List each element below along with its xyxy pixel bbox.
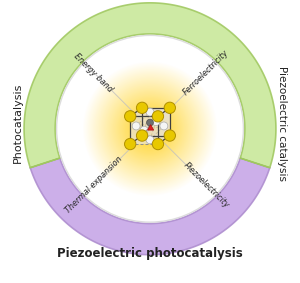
Polygon shape bbox=[158, 108, 170, 144]
Circle shape bbox=[141, 120, 159, 138]
Circle shape bbox=[57, 35, 243, 222]
Circle shape bbox=[146, 124, 154, 133]
Circle shape bbox=[136, 102, 148, 113]
Circle shape bbox=[131, 110, 169, 148]
Polygon shape bbox=[30, 158, 270, 255]
Circle shape bbox=[136, 130, 148, 141]
Circle shape bbox=[88, 67, 212, 191]
Text: Energy band: Energy band bbox=[72, 51, 115, 93]
Circle shape bbox=[114, 93, 186, 165]
Circle shape bbox=[112, 91, 188, 166]
Circle shape bbox=[136, 115, 164, 142]
Circle shape bbox=[124, 103, 176, 155]
Circle shape bbox=[146, 108, 154, 116]
Circle shape bbox=[137, 116, 163, 141]
Circle shape bbox=[119, 98, 181, 159]
Circle shape bbox=[124, 111, 136, 122]
Circle shape bbox=[149, 128, 151, 130]
Circle shape bbox=[96, 74, 204, 183]
Circle shape bbox=[92, 71, 208, 186]
Circle shape bbox=[94, 73, 206, 184]
Text: Ferroelectricity: Ferroelectricity bbox=[182, 48, 231, 97]
Circle shape bbox=[115, 94, 185, 164]
Circle shape bbox=[106, 85, 194, 173]
Circle shape bbox=[84, 63, 216, 194]
Circle shape bbox=[99, 78, 201, 180]
Polygon shape bbox=[30, 158, 60, 168]
Circle shape bbox=[103, 82, 196, 175]
Text: Thermal expansion: Thermal expansion bbox=[63, 155, 124, 215]
Circle shape bbox=[140, 119, 160, 139]
Circle shape bbox=[132, 122, 140, 130]
Circle shape bbox=[122, 100, 178, 157]
Polygon shape bbox=[240, 158, 270, 168]
Circle shape bbox=[93, 72, 207, 185]
Circle shape bbox=[133, 112, 167, 146]
Circle shape bbox=[87, 65, 213, 192]
Circle shape bbox=[101, 80, 199, 177]
Circle shape bbox=[139, 117, 161, 140]
Polygon shape bbox=[30, 158, 60, 168]
Circle shape bbox=[116, 95, 184, 163]
Circle shape bbox=[112, 90, 188, 167]
Circle shape bbox=[132, 111, 168, 147]
Circle shape bbox=[128, 106, 172, 151]
Circle shape bbox=[146, 136, 154, 144]
Circle shape bbox=[117, 96, 183, 162]
Circle shape bbox=[164, 130, 176, 141]
Circle shape bbox=[90, 69, 210, 189]
Circle shape bbox=[130, 108, 170, 149]
Circle shape bbox=[124, 138, 136, 150]
Polygon shape bbox=[130, 108, 142, 144]
Polygon shape bbox=[240, 158, 270, 168]
Circle shape bbox=[98, 77, 202, 181]
Polygon shape bbox=[130, 116, 158, 144]
Circle shape bbox=[147, 125, 153, 132]
Circle shape bbox=[142, 121, 158, 137]
Circle shape bbox=[128, 107, 172, 150]
Circle shape bbox=[107, 86, 193, 172]
Circle shape bbox=[125, 104, 175, 154]
Circle shape bbox=[144, 123, 156, 134]
Circle shape bbox=[134, 113, 166, 145]
Polygon shape bbox=[130, 136, 170, 144]
Circle shape bbox=[152, 111, 164, 122]
Circle shape bbox=[126, 105, 174, 153]
Circle shape bbox=[89, 68, 211, 190]
Circle shape bbox=[105, 83, 195, 174]
Circle shape bbox=[108, 87, 192, 171]
Circle shape bbox=[152, 138, 164, 150]
Circle shape bbox=[85, 64, 214, 193]
Circle shape bbox=[83, 62, 217, 196]
Circle shape bbox=[91, 70, 209, 188]
Circle shape bbox=[143, 122, 157, 136]
Polygon shape bbox=[148, 125, 154, 130]
Text: Photocatalysis: Photocatalysis bbox=[13, 83, 23, 163]
Circle shape bbox=[152, 118, 160, 126]
Circle shape bbox=[100, 79, 200, 179]
Circle shape bbox=[135, 114, 165, 143]
Circle shape bbox=[123, 102, 177, 156]
Circle shape bbox=[148, 127, 152, 131]
Circle shape bbox=[121, 99, 179, 158]
Text: Piezoelectricity: Piezoelectricity bbox=[182, 160, 231, 210]
Circle shape bbox=[118, 97, 182, 160]
Circle shape bbox=[140, 126, 148, 134]
Polygon shape bbox=[142, 108, 170, 136]
Polygon shape bbox=[130, 108, 170, 116]
Circle shape bbox=[164, 102, 176, 113]
Text: Piezoelectric photocatalysis: Piezoelectric photocatalysis bbox=[57, 247, 243, 260]
Circle shape bbox=[160, 122, 168, 130]
Circle shape bbox=[97, 76, 203, 182]
Polygon shape bbox=[24, 3, 276, 168]
Text: Piezoelectric catalysis: Piezoelectric catalysis bbox=[277, 66, 287, 181]
Circle shape bbox=[103, 81, 197, 176]
Circle shape bbox=[109, 88, 191, 170]
Circle shape bbox=[110, 89, 190, 168]
Circle shape bbox=[147, 119, 153, 126]
Circle shape bbox=[82, 61, 218, 197]
